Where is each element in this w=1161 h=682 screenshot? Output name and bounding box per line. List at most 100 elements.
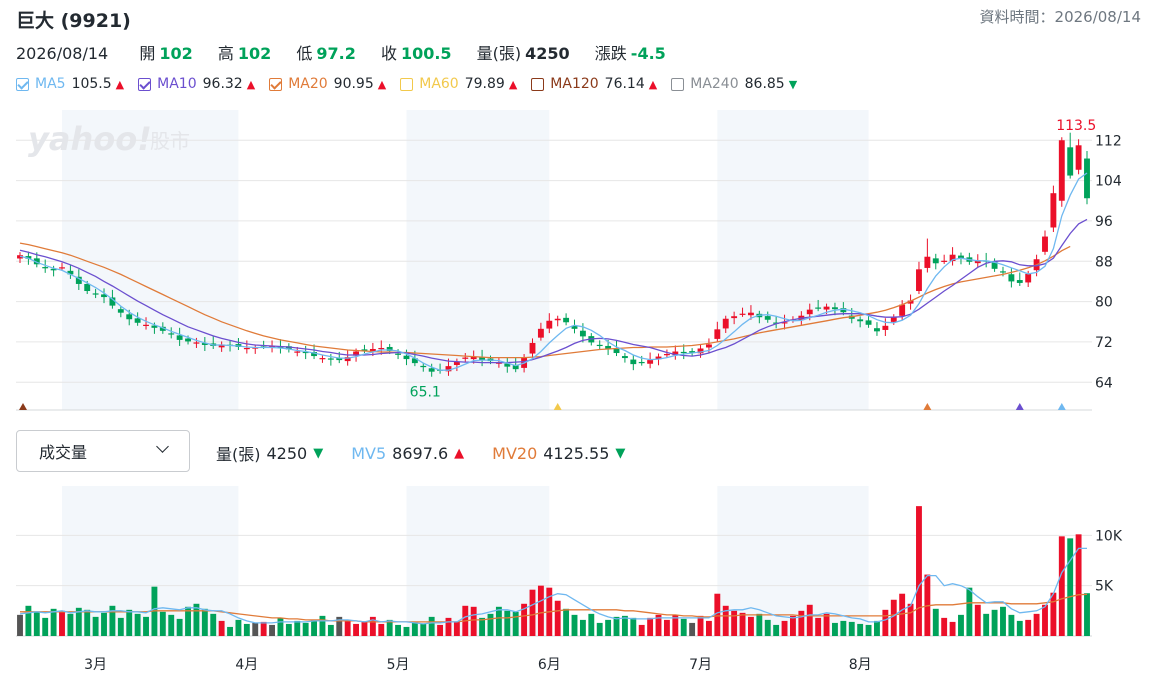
checkbox-icon[interactable]	[400, 77, 414, 91]
candle	[369, 348, 376, 352]
volume-bar	[1016, 620, 1023, 636]
triangle-down-icon: ▼	[615, 445, 626, 461]
triangle-up-icon: ▲	[377, 77, 387, 91]
volume-bar	[890, 599, 897, 636]
ma-legend: MA5 105.5 ▲ MA10 96.32 ▲ MA20 90.95 ▲ MA60 79.89 ▲ M…	[16, 76, 811, 92]
checkbox-icon[interactable]	[531, 77, 545, 91]
volume-bar	[311, 619, 317, 636]
volume-bar	[269, 624, 275, 636]
candle	[504, 363, 511, 367]
volume-bar	[907, 603, 914, 636]
ma-toggle-ma20[interactable]: MA20 90.95 ▲	[269, 76, 386, 92]
volume-bar	[848, 621, 855, 636]
x-month-label: 5月	[387, 657, 410, 673]
volume-bar	[260, 621, 267, 636]
volume-bar	[722, 605, 729, 636]
volume-bar	[243, 623, 250, 636]
high-annotation: 113.5	[1056, 118, 1096, 134]
candle	[411, 358, 418, 364]
volume-legend: 量(張) 4250 ▼ MV5 8697.6 ▲ MV20 4125.55 ▼	[216, 441, 653, 465]
mv20-value: 4125.55	[543, 443, 610, 463]
volume-bar	[832, 622, 838, 636]
signal-marker	[923, 403, 932, 410]
candle	[453, 361, 460, 365]
ma-toggle-ma5[interactable]: MA5 105.5 ▲	[16, 76, 124, 92]
ma-toggle-ma60[interactable]: MA60 79.89 ▲	[400, 76, 517, 92]
ma-name: MA5	[35, 76, 66, 92]
volume-bar	[596, 622, 603, 636]
candle	[932, 258, 939, 264]
volume-bar	[201, 608, 208, 636]
mv20-line	[20, 593, 1088, 623]
candle	[395, 353, 402, 355]
candle	[722, 318, 729, 329]
volume-bar	[470, 606, 477, 636]
candle	[563, 317, 570, 323]
volume-bar	[411, 622, 418, 636]
volume-bar	[991, 609, 998, 636]
ma-toggle-ma120[interactable]: MA120 76.14 ▲	[531, 76, 657, 92]
candle	[663, 354, 670, 356]
candle	[285, 346, 292, 350]
candle	[353, 351, 360, 356]
close-label: 收	[380, 44, 397, 63]
low-value: 97.2	[316, 44, 356, 63]
ma-toggle-ma240[interactable]: MA240 86.85 ▼	[671, 76, 797, 92]
price-chart: yahoo! 股市 64 72 80 88 96 104 112 113.5 65.1	[16, 110, 1122, 411]
y-tick-label: 88	[1095, 254, 1113, 270]
candle	[378, 347, 385, 350]
candle	[1050, 193, 1057, 228]
ma-value: 76.14	[604, 76, 645, 92]
y-tick-label: 72	[1095, 335, 1113, 351]
volume-bar	[714, 593, 721, 636]
volume-bar	[193, 603, 200, 636]
candle	[176, 335, 183, 340]
month-band	[717, 486, 869, 636]
ma-toggle-ma10[interactable]: MA10 96.32 ▲	[138, 76, 255, 92]
volume-bar	[327, 624, 334, 636]
ma-name: MA120	[550, 76, 599, 92]
candle	[428, 368, 435, 372]
volume-bar	[101, 612, 107, 636]
candle	[319, 358, 326, 360]
volume-bar	[974, 604, 981, 636]
volume-bar	[403, 626, 410, 636]
candle	[361, 349, 368, 351]
candle	[479, 357, 486, 361]
volume-bar	[815, 617, 822, 636]
candle	[311, 352, 317, 357]
volume-bar	[512, 611, 519, 636]
y-tick-label: 112	[1095, 133, 1122, 149]
chevron-down-icon	[156, 440, 169, 453]
checkbox-checked-icon[interactable]	[138, 77, 152, 91]
checkbox-checked-icon[interactable]	[16, 77, 29, 91]
mv5-label: MV5	[351, 443, 387, 463]
volume-bar	[630, 617, 637, 636]
volume-bar	[235, 619, 242, 636]
volume-bar	[25, 605, 32, 636]
volume-bar	[731, 610, 738, 636]
volume-bar	[176, 618, 183, 636]
candle	[764, 316, 771, 320]
indicator-select[interactable]: 成交量	[16, 430, 190, 472]
volume-label: 量(張)	[476, 44, 522, 63]
y-tick-label: 80	[1095, 295, 1113, 311]
volume-bar	[437, 624, 444, 636]
y-tick-label: 104	[1095, 174, 1122, 190]
watermark-section: 股市	[150, 129, 190, 153]
volume-bar	[395, 624, 402, 636]
volume-bar	[790, 615, 796, 636]
checkbox-icon[interactable]	[671, 77, 685, 91]
volume-bar	[277, 617, 284, 636]
volume-bar	[117, 617, 124, 636]
volume-bar	[75, 607, 82, 636]
vol-value: 4250	[266, 443, 308, 463]
checkbox-checked-icon[interactable]	[269, 77, 283, 91]
volume-bar	[126, 609, 133, 636]
volume-bar	[966, 587, 973, 636]
candle	[890, 317, 897, 322]
volume-bar	[495, 606, 502, 636]
y-tick-label: 10K	[1095, 528, 1123, 544]
candle	[739, 313, 746, 315]
triangle-up-icon: ▲	[648, 77, 658, 91]
